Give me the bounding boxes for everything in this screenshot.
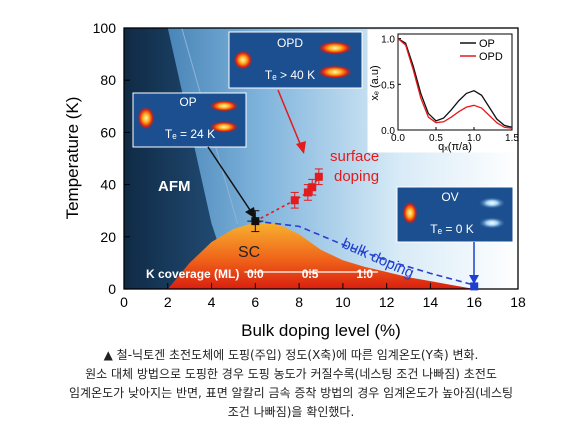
caption-line-2: 원소 대체 방법으로 도핑한 경우 도핑 농도가 커질수록(네스팅 조건 나빠짐…	[85, 367, 497, 381]
x-tick-label: 14	[423, 294, 439, 310]
ov-center-spot	[402, 201, 418, 225]
opd-center-spot	[233, 50, 253, 70]
afm-region-label: AFM	[158, 178, 191, 195]
k-coverage-ticks: 0.0 0.5 1.0	[247, 267, 373, 281]
x-tick-label: 10	[335, 294, 351, 310]
nesting-inset-x-title: qₓ(π/a)	[438, 141, 472, 153]
caption-line-1: ▲ 철-닉토겐 초전도체에 도핑(주입) 정도(X축)에 따른 임계온도(Y축)…	[103, 348, 479, 362]
y-tick-label: 0	[108, 281, 116, 297]
inset-series-op	[397, 38, 513, 128]
k-coverage-tick-label: 1.0	[356, 267, 373, 281]
x-axis-title: Bulk doping level (%)	[241, 321, 401, 340]
inset-x-tick-label: 1.0	[467, 133, 481, 144]
y-tick-label: 20	[100, 229, 116, 245]
k-coverage-tick-label: 0.5	[302, 267, 319, 281]
x-tick-label: 12	[379, 294, 395, 310]
op-arrow-line	[207, 146, 253, 214]
x-tick-label: 8	[295, 294, 303, 310]
ov-inset: OV Tₑ = 0 K	[396, 186, 514, 243]
inset-series-opd	[397, 38, 513, 129]
k-coverage-axis: K coverage (ML) 0.0 0.5 1.0	[146, 267, 378, 281]
legend-opd-label: OPD	[479, 51, 503, 63]
caption-line-4: 조건 나빠짐)을 확인했다.	[227, 405, 355, 419]
x-axis-ticks: 0 2 4 6 8 10 12 14 16 18	[120, 283, 526, 310]
inset-y-tick-label: 0.0	[381, 126, 395, 137]
x-tick-label: 0	[120, 294, 128, 310]
opd-arrow-line	[277, 89, 302, 147]
ov-inset-label: OV	[441, 190, 458, 204]
k-coverage-label: K coverage (ML)	[146, 267, 239, 281]
surface-doping-point	[303, 188, 312, 197]
data-points	[247, 168, 479, 291]
inset-x-tick-label: 0.5	[429, 133, 443, 144]
nesting-inset-lines	[397, 38, 513, 129]
bulk-doping-trend-line	[255, 220, 475, 286]
opd-inset: OPD Tₑ > 40 K	[228, 31, 363, 89]
ov-tc-label: Tₑ = 0 K	[430, 222, 473, 236]
op-lower-spot	[209, 121, 239, 133]
surface-doping-label-line1: surface	[330, 148, 379, 165]
surface-doping-point	[290, 196, 299, 205]
phase-diagram-figure: 0 2 4 6 8 10 12 14 16 18 0 20 40 60 80 100 Bulk doping…	[63, 20, 526, 340]
caption-line-3: 임계온도가 낮아지는 반면, 표면 알칼리 금속 증착 방법의 경우 임계온도가…	[68, 386, 514, 400]
x-tick-label: 18	[510, 294, 526, 310]
op-arrow-head	[245, 207, 256, 219]
inset-y-tick-label: 1.0	[381, 35, 395, 46]
figure-caption: ▲ 철-닉토겐 초전도체에 도핑(주입) 정도(X축)에 따른 임계온도(Y축)…	[0, 346, 582, 422]
x-tick-label: 4	[208, 294, 216, 310]
op-tc-label: Tₑ = 24 K	[165, 127, 215, 141]
opd-arrow-head	[296, 141, 306, 154]
sc-region-label: SC	[238, 244, 260, 261]
opd-tc-label: Tₑ > 40 K	[265, 68, 315, 82]
opd-inset-label: OPD	[277, 36, 303, 50]
y-axis-ticks: 0 20 40 60 80 100	[93, 20, 130, 297]
inset-x-tick-label: 1.5	[505, 133, 519, 144]
op-data-point	[251, 217, 260, 226]
y-tick-label: 100	[93, 20, 117, 36]
surface-doping-point	[314, 172, 323, 181]
inset-x-tick-label: 0.0	[391, 133, 405, 144]
nesting-inset-legend: OP OPD	[460, 38, 503, 63]
op-center-spot	[137, 106, 155, 130]
op-inset: OP Tₑ = 24 K	[132, 92, 247, 148]
x-tick-label: 16	[466, 294, 482, 310]
nesting-inset-y-title: xₑ (a.u)	[369, 65, 381, 100]
op-inset-label: OP	[179, 95, 196, 109]
annotation-arrows	[207, 89, 479, 284]
surface-doping-label-line2: doping	[334, 168, 379, 185]
y-tick-label: 80	[100, 72, 116, 88]
y-axis-title: Temperature (K)	[63, 97, 82, 220]
y-tick-label: 40	[100, 177, 116, 193]
k-coverage-tick-label: 0.0	[247, 267, 264, 281]
y-tick-label: 60	[100, 124, 116, 140]
op-upper-spot	[209, 100, 239, 112]
ov-upper-spot	[478, 197, 506, 209]
nesting-inset-ticks: 0.0 0.5 1.0 1.5 0.0 0.5 1.0	[381, 35, 519, 144]
ov-arrow-head	[469, 275, 479, 284]
ov-lower-spot	[478, 217, 506, 229]
surface-doping-point	[308, 183, 317, 192]
nesting-inset-chart: 0.0 0.5 1.0 1.5 0.0 0.5 1.0 xₑ (a.u) qₓ(π/a) O…	[367, 29, 519, 153]
opd-upper-spot	[317, 41, 353, 55]
x-tick-label: 2	[164, 294, 172, 310]
opd-lower-spot	[317, 65, 353, 79]
inset-y-tick-label: 0.5	[381, 80, 395, 91]
legend-op-label: OP	[479, 38, 495, 50]
bulk-doping-point	[470, 282, 479, 291]
x-tick-label: 6	[251, 294, 259, 310]
plot-frame	[123, 27, 519, 290]
